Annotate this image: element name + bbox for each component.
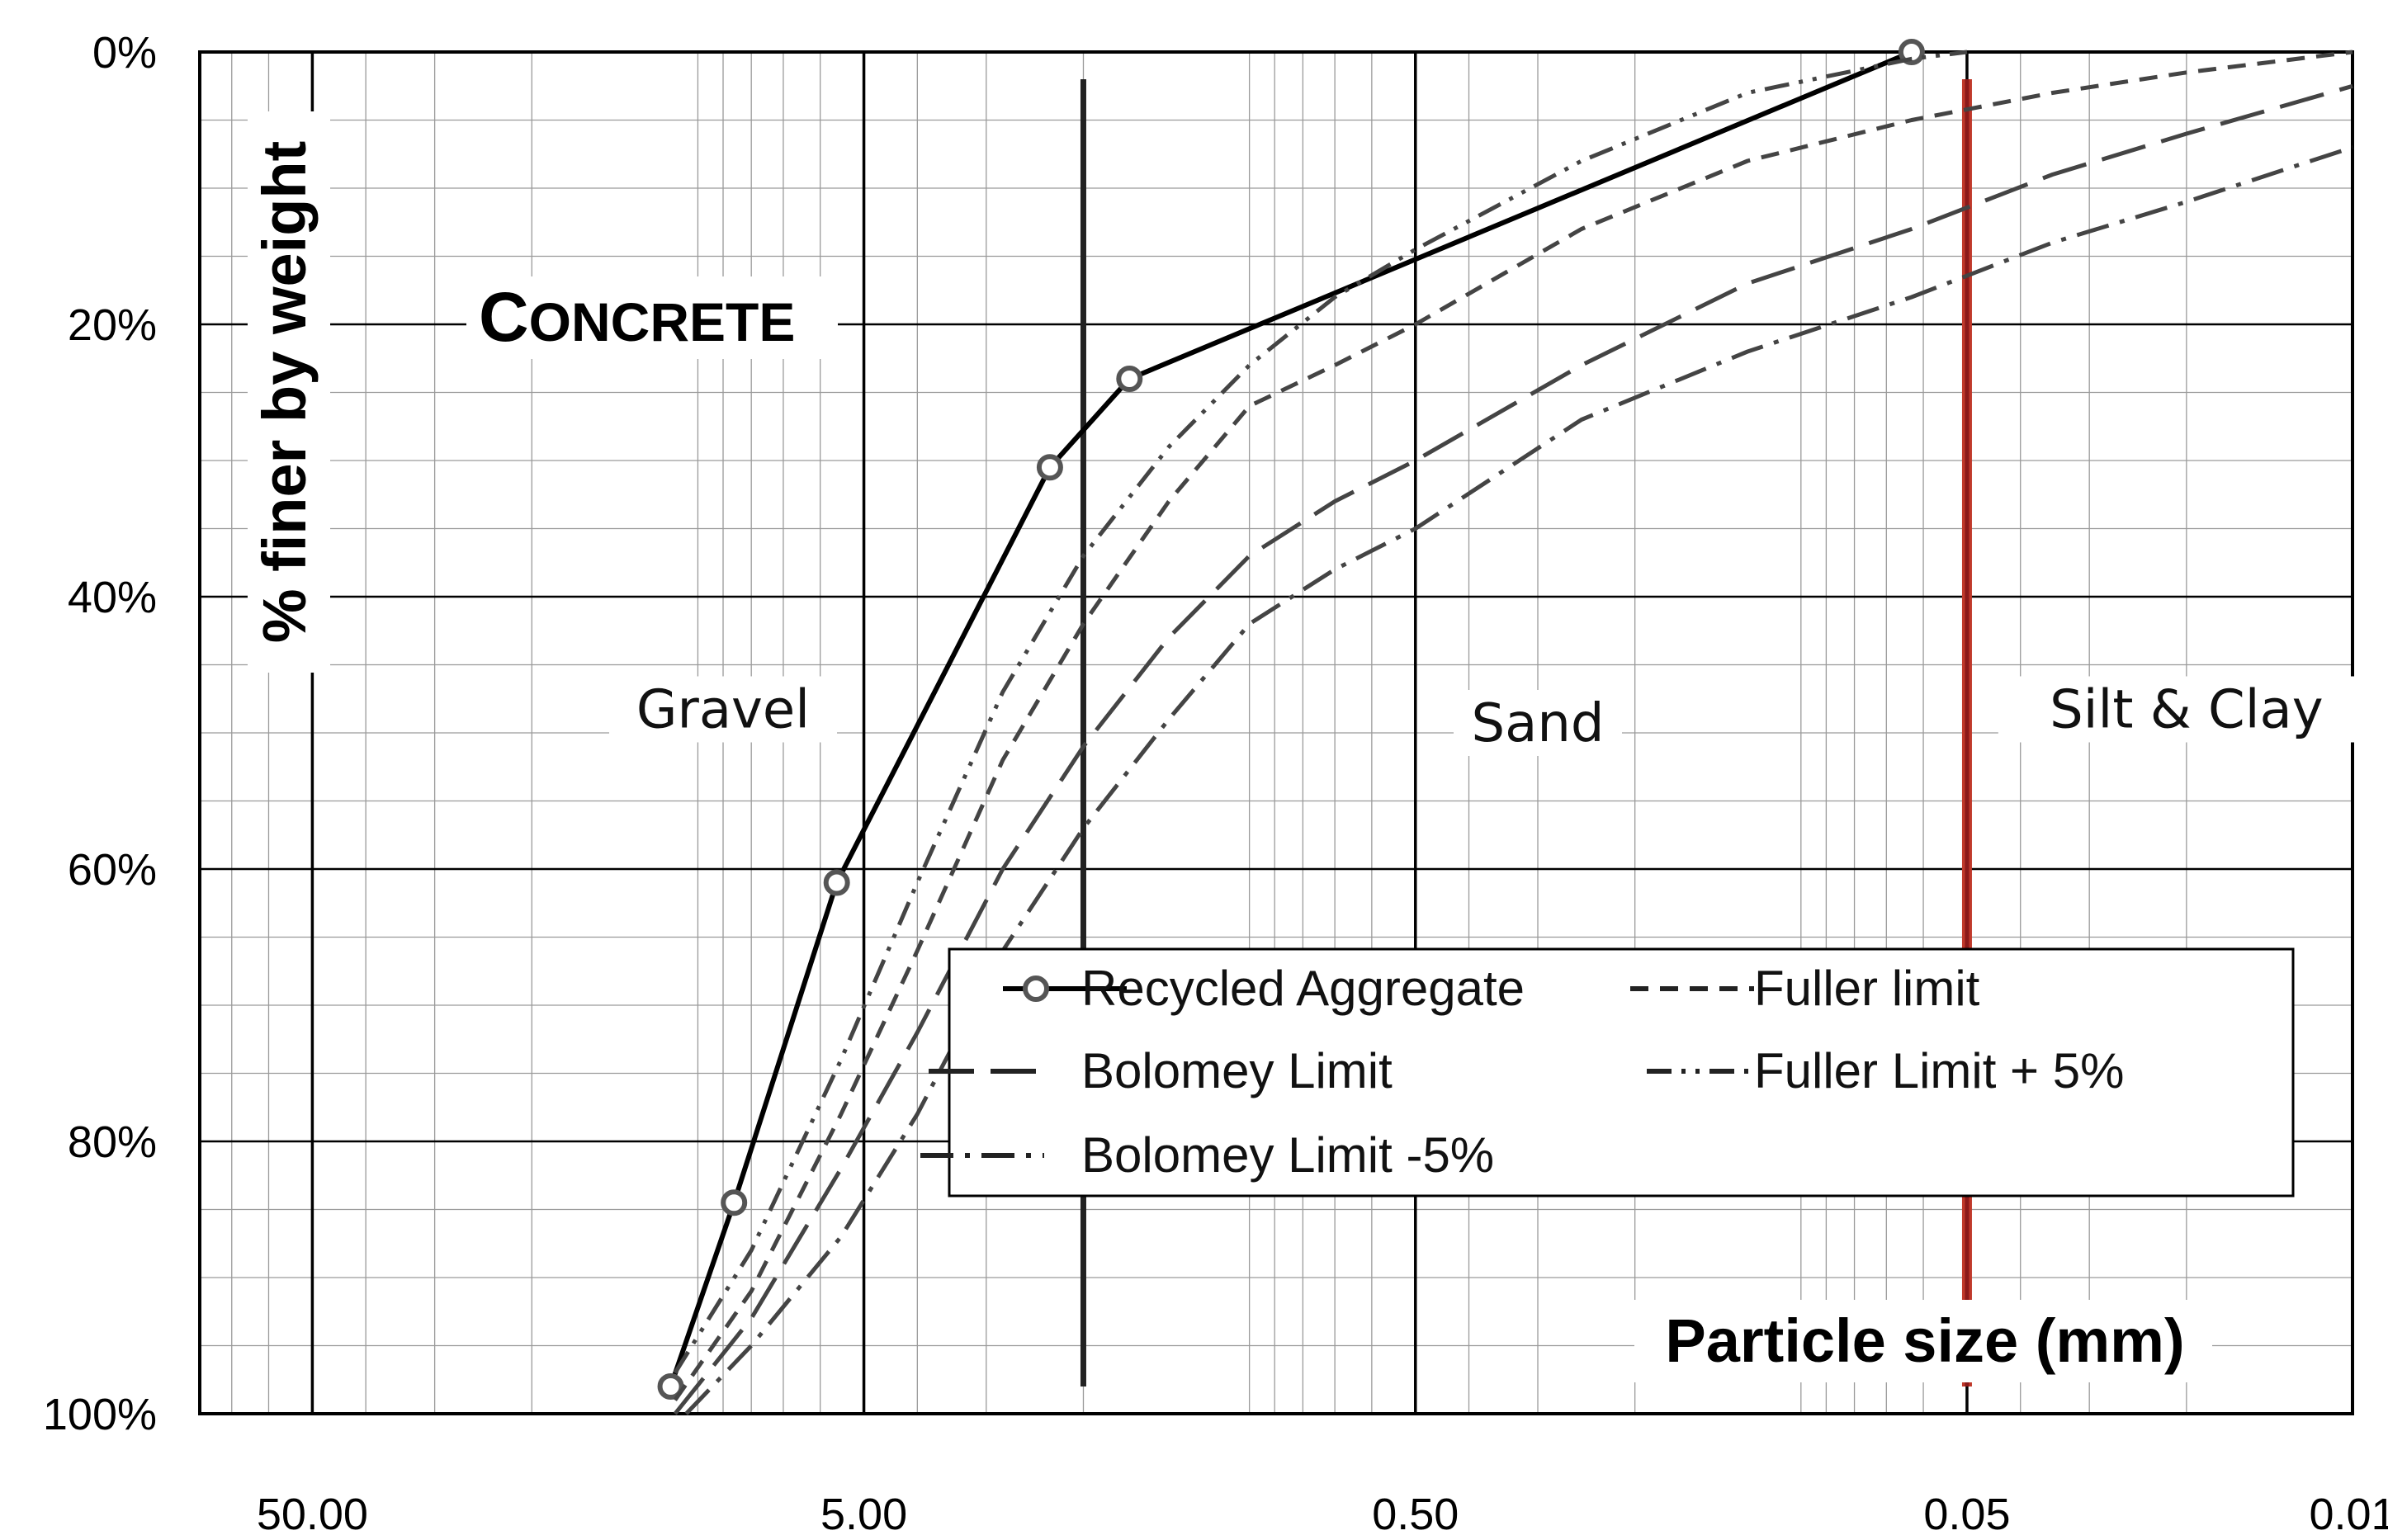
zone-label-bg xyxy=(609,676,838,743)
data-point xyxy=(1036,454,1063,481)
zone-label: Gravel xyxy=(636,680,810,741)
legend-label: Bolomey Limit xyxy=(1081,1043,1393,1098)
x-tick-label: 50.00 xyxy=(257,1490,368,1539)
x-tick-label: 0.01 xyxy=(2309,1490,2388,1539)
legend-label: Fuller Limit + 5% xyxy=(1754,1043,2124,1098)
series-line-2 xyxy=(673,83,2353,1415)
data-point xyxy=(1116,366,1143,392)
data-point xyxy=(1898,39,1925,65)
y-tick-label: 80% xyxy=(68,1117,157,1167)
data-point xyxy=(721,1189,748,1216)
legend-label: Recycled Aggregate xyxy=(1081,961,1525,1016)
y-axis-title: % finer by weight xyxy=(250,141,319,644)
x-axis-title: Particle size (mm) xyxy=(1665,1306,2184,1375)
data-point xyxy=(657,1373,684,1400)
legend-label: Fuller limit xyxy=(1754,961,1980,1016)
zone-label: Silt & Clay xyxy=(2050,680,2323,741)
y-tick-label: 60% xyxy=(68,845,157,895)
zone-layer: Gravel Sand Silt & Clay xyxy=(248,111,2375,1382)
data-point xyxy=(823,869,850,896)
legend-label: Bolomey Limit -5% xyxy=(1081,1127,1494,1183)
zone-label-bg xyxy=(1998,676,2375,743)
y-tick-label: 100% xyxy=(43,1390,157,1439)
y-tick-label: 20% xyxy=(68,300,157,350)
zone-label-bg xyxy=(1454,690,1623,756)
y-title-bg xyxy=(248,111,330,673)
x-tick-label: 5.00 xyxy=(820,1490,907,1539)
series-line-3 xyxy=(673,50,1968,1374)
title-bg xyxy=(466,276,838,359)
zone-label: Sand xyxy=(1471,693,1604,754)
chart-title: CONCRETE xyxy=(479,278,795,356)
y-tick-label: 40% xyxy=(68,573,157,622)
series-line-4 xyxy=(684,145,2353,1415)
x-title-bg xyxy=(1634,1300,2212,1382)
series-line-0 xyxy=(668,50,1913,1387)
y-tick-label: 0% xyxy=(92,28,157,78)
series-layer xyxy=(657,39,2353,1415)
x-tick-label: 0.05 xyxy=(1923,1490,2010,1539)
tick-layer: 0% 20% 40% 60% 80% 100% 50.00 5.00 0.50 0.05 0.01 xyxy=(43,28,2388,1539)
legend-entries: Recycled Aggregate Fuller limit Bolomey Li… xyxy=(920,961,2124,1183)
legend: Recycled Aggregate Fuller limit Bolomey Li… xyxy=(920,947,2295,1198)
legend-box xyxy=(948,947,2295,1198)
x-tick-label: 0.50 xyxy=(1372,1490,1459,1539)
series-line-1 xyxy=(673,50,2353,1401)
legend-marker xyxy=(1023,975,1049,1002)
